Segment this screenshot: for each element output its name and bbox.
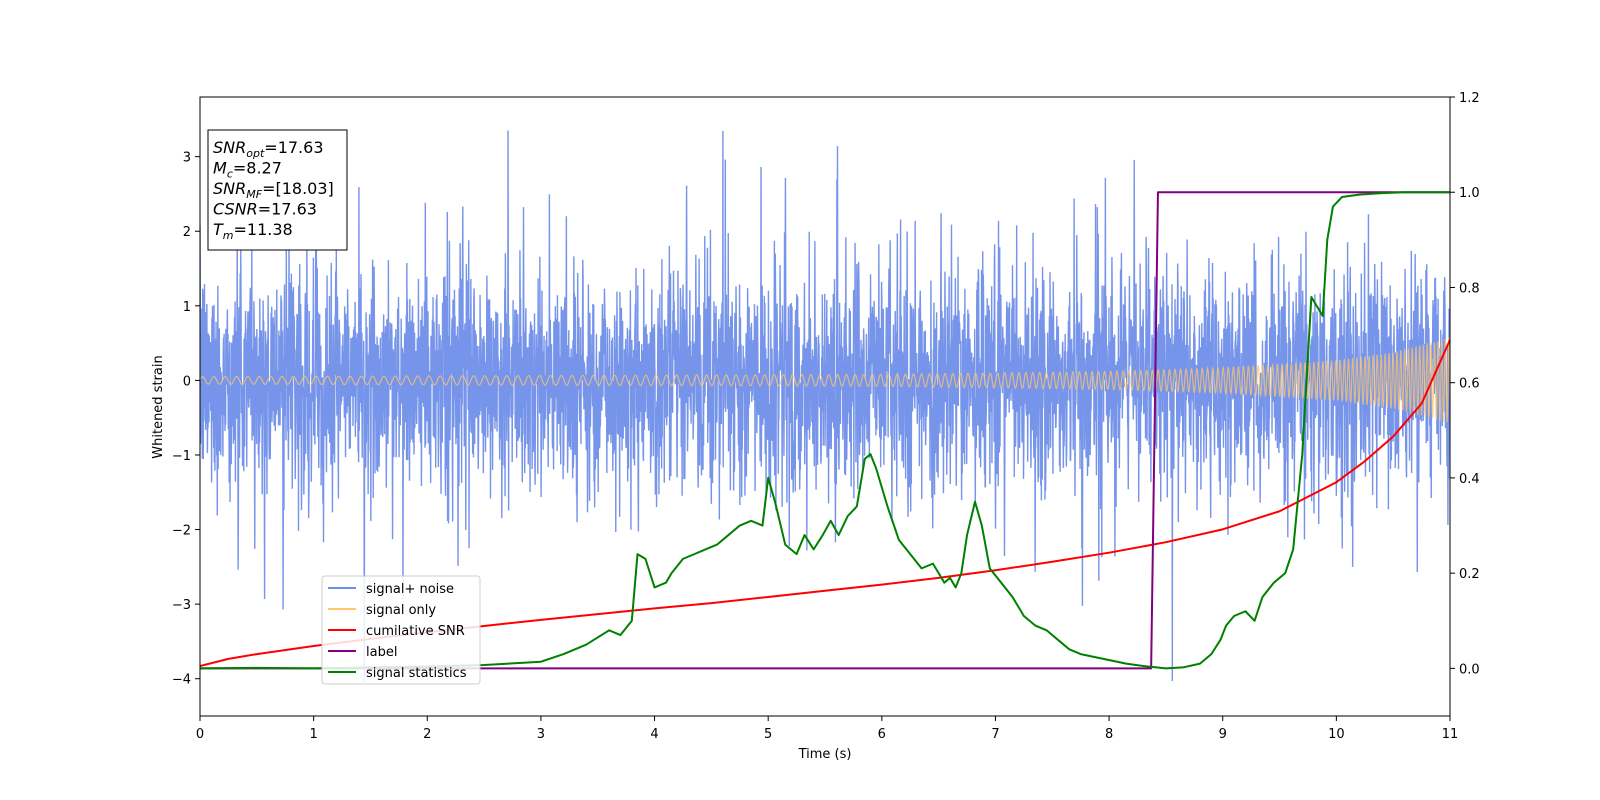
plot-frame [199, 96, 1451, 717]
annotation-frame [207, 129, 348, 251]
legend-label: signal only [366, 603, 436, 618]
y-right-tick-label: 1.2 [1459, 91, 1480, 106]
x-tick-label: 8 [1105, 727, 1113, 742]
y-left-tick-label: 3 [183, 151, 191, 166]
legend: signal+ noise signal only cumilative SNR la… [321, 575, 481, 685]
y-right-tick-label: 0.0 [1459, 662, 1480, 677]
y-right-tick-label: 0.8 [1459, 281, 1480, 296]
annotation-line: SNRopt=17.63 [213, 138, 324, 160]
y-right-tick-label: 1.0 [1459, 186, 1480, 201]
axis-ticks-layer: 0 1 2 3 4 5 6 7 8 9 10 11 −4 −3 −2 −1 0 1 2 3 0.0 0.2 0.4 0.6 0.… [172, 91, 1480, 742]
series-label-line [200, 191, 1450, 670]
x-tick-label: 6 [878, 727, 886, 742]
annotation-line: SNRMF=[18.03] [213, 179, 334, 201]
annotation-line: Tm=11.38 [213, 220, 293, 242]
x-tick-label: 3 [537, 727, 545, 742]
legend-label: cumilative SNR [366, 624, 465, 639]
legend-label: signal statistics [366, 666, 467, 681]
annotation-line: Mc=8.27 [213, 159, 282, 181]
y-left-tick-label: 1 [183, 300, 191, 315]
y-right-tick-label: 0.6 [1459, 377, 1480, 392]
y-left-tick-label: 0 [183, 374, 191, 389]
y-left-tick-label: −4 [172, 673, 191, 688]
y-left-tick-label: 2 [183, 225, 191, 240]
x-tick-label: 10 [1328, 727, 1345, 742]
x-tick-label: 2 [423, 727, 431, 742]
legend-frame [321, 575, 481, 685]
x-tick-label: 1 [309, 727, 317, 742]
x-tick-label: 5 [764, 727, 772, 742]
y-left-tick-label: −3 [172, 598, 191, 613]
x-tick-label: 9 [1219, 727, 1227, 742]
x-tick-label: 4 [650, 727, 658, 742]
y-right-tick-label: 0.2 [1459, 567, 1480, 582]
series-signal-noise-line [200, 130, 1450, 683]
series-signal-only-line [200, 337, 1450, 423]
x-tick-label: 7 [991, 727, 999, 742]
x-axis-label: Time (s) [798, 747, 852, 762]
metrics-annotation-box: SNRopt=17.63Mc=8.27SNRMF=[18.03]CSNR=17.… [207, 129, 348, 251]
y-right-tick-label: 0.4 [1459, 472, 1480, 487]
x-tick-label: 0 [196, 727, 204, 742]
x-tick-label: 11 [1442, 727, 1459, 742]
y-axis-label: Whitened strain [151, 355, 166, 458]
y-left-tick-label: −2 [172, 524, 191, 539]
legend-label: signal+ noise [366, 582, 454, 597]
annotation-line: CSNR=17.63 [213, 200, 317, 219]
legend-label: label [366, 645, 397, 660]
y-left-tick-label: −1 [172, 449, 191, 464]
series-signal-statistics-line [200, 191, 1450, 670]
